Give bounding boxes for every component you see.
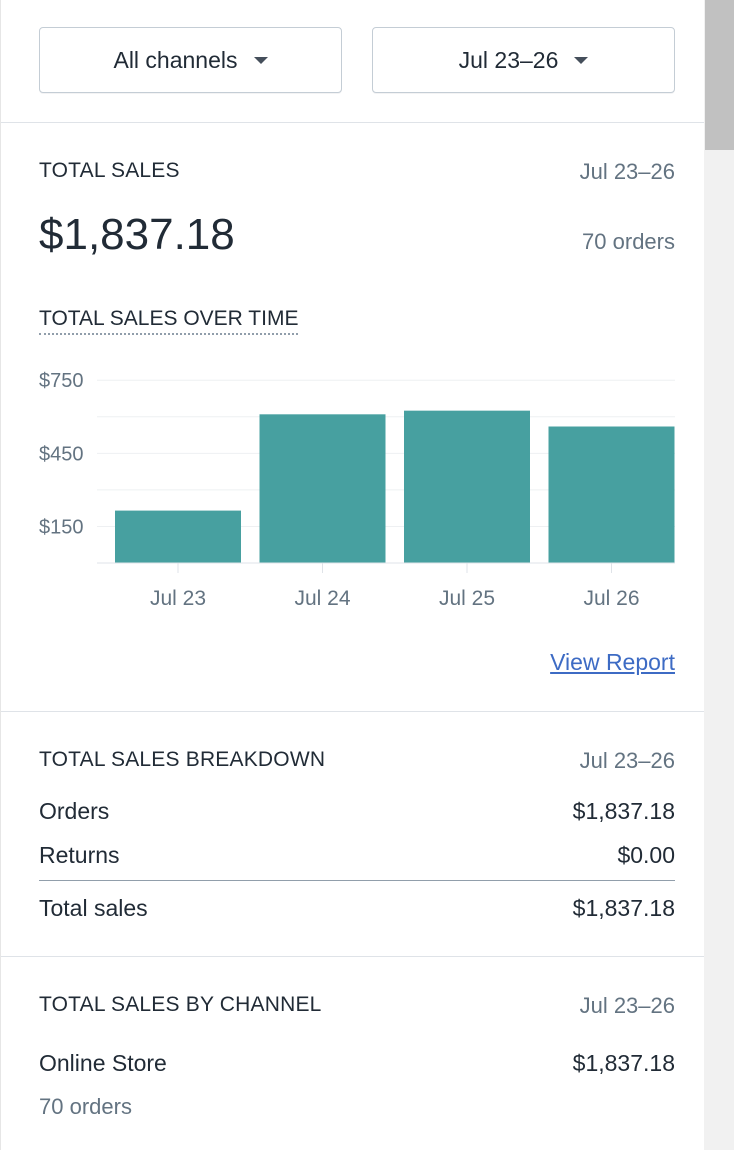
bar-jul-25[interactable] — [404, 410, 530, 563]
sales-chart-svg: $150 $450 $750 Jul 23 Jul 24 Jul 25 Jul 26 — [39, 370, 675, 610]
x-tick-label: Jul 25 — [439, 587, 495, 610]
breakdown-label: Orders — [39, 798, 110, 824]
breakdown-total-label: Total sales — [39, 895, 148, 921]
breakdown-divider — [39, 880, 675, 881]
date-range-label: Jul 23–26 — [458, 46, 559, 73]
bar-jul-26[interactable] — [548, 426, 675, 564]
total-sales-orders: 70 orders — [582, 229, 675, 254]
sales-chart: $150 $450 $750 Jul 23 Jul 24 Jul 25 Jul 26 — [1, 358, 705, 628]
breakdown-label: Returns — [39, 842, 120, 868]
bar-jul-23[interactable] — [115, 510, 241, 563]
total-sales-date: Jul 23–26 — [579, 159, 675, 184]
sales-panel: All channels Jul 23–26 TOTAL SALES Jul 2… — [0, 0, 705, 1150]
breakdown-section: TOTAL SALES BREAKDOWN Jul 23–26 Orders $… — [1, 712, 705, 957]
x-tick-label: Jul 26 — [583, 587, 639, 610]
breakdown-date: Jul 23–26 — [579, 748, 675, 773]
breakdown-value: $1,837.18 — [572, 798, 675, 824]
caret-down-icon — [253, 56, 268, 64]
channel-select[interactable]: All channels — [39, 27, 342, 93]
total-sales-amount: $1,837.18 — [39, 210, 235, 259]
scrollbar-track[interactable] — [704, 0, 734, 1150]
bar-jul-24[interactable] — [259, 414, 386, 563]
by-channel-section: TOTAL SALES BY CHANNEL Jul 23–26 Online … — [1, 957, 705, 1150]
channel-value: $1,837.18 — [572, 1050, 675, 1076]
total-sales-heading: TOTAL SALES — [39, 159, 180, 182]
date-range-select[interactable]: Jul 23–26 — [372, 27, 675, 93]
by-channel-date: Jul 23–26 — [579, 993, 675, 1018]
scrollbar-thumb[interactable] — [705, 0, 734, 150]
channel-select-label: All channels — [113, 46, 238, 73]
y-tick-label: $450 — [39, 443, 84, 465]
total-sales-section: TOTAL SALES Jul 23–26 $1,837.18 70 order… — [1, 123, 705, 712]
sales-over-time-heading[interactable]: TOTAL SALES OVER TIME — [39, 307, 299, 335]
breakdown-row-returns: Returns $0.00 — [39, 842, 675, 869]
y-tick-label: $750 — [39, 370, 84, 392]
x-tick-label: Jul 24 — [294, 587, 350, 610]
channel-orders: 70 orders — [39, 1094, 132, 1119]
filters-bar: All channels Jul 23–26 — [1, 0, 705, 123]
x-tick-label: Jul 23 — [150, 587, 206, 610]
view-report-link[interactable]: View Report — [550, 649, 675, 675]
channel-name: Online Store — [39, 1050, 167, 1076]
breakdown-heading: TOTAL SALES BREAKDOWN — [39, 748, 326, 771]
by-channel-heading: TOTAL SALES BY CHANNEL — [39, 993, 322, 1016]
breakdown-value: $0.00 — [617, 842, 675, 868]
breakdown-total-value: $1,837.18 — [572, 895, 675, 921]
breakdown-row-orders: Orders $1,837.18 — [39, 798, 675, 825]
channel-row-online-store: Online Store $1,837.18 — [39, 1050, 675, 1077]
y-tick-label: $150 — [39, 516, 84, 538]
breakdown-row-total: Total sales $1,837.18 — [39, 895, 675, 922]
caret-down-icon — [574, 56, 589, 64]
